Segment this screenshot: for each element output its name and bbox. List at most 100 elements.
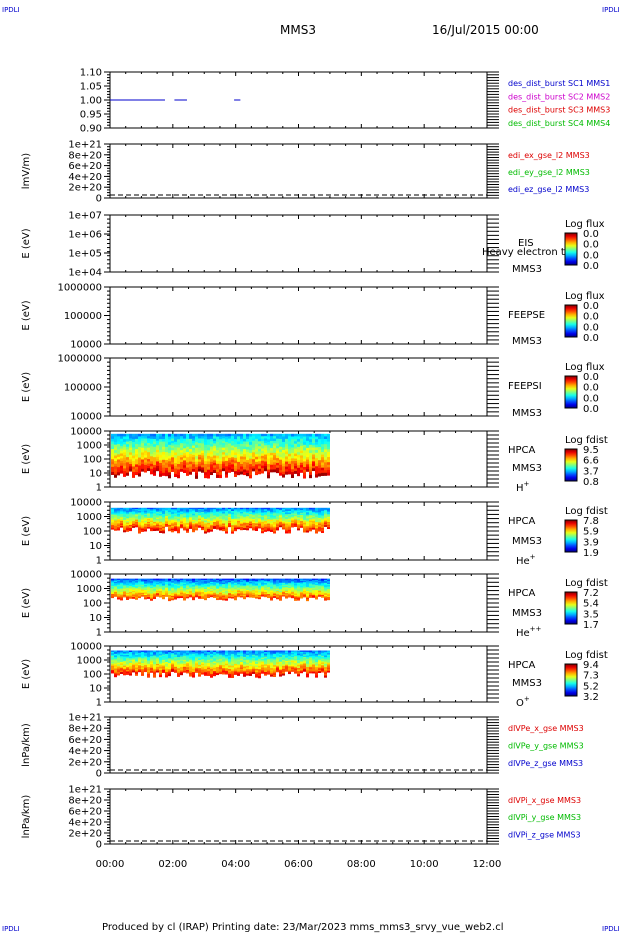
spectrogram-cell bbox=[303, 650, 306, 653]
spectrogram-cell bbox=[246, 665, 249, 668]
spectrogram-cell bbox=[240, 433, 243, 437]
spectrogram-cell bbox=[279, 663, 282, 666]
spectrogram-cell bbox=[321, 578, 324, 581]
spectrogram-cell bbox=[213, 448, 216, 452]
spectrogram-cell bbox=[300, 520, 303, 522]
spectrogram-cell bbox=[231, 514, 234, 517]
spectrogram-cell bbox=[243, 664, 246, 668]
spectrogram-cell bbox=[180, 507, 183, 510]
spectrogram-cell bbox=[318, 594, 321, 596]
spectrogram-cell bbox=[234, 473, 237, 477]
spectrogram-cell bbox=[222, 529, 225, 532]
spectrogram-cell bbox=[180, 464, 183, 468]
spectrogram-cell bbox=[306, 673, 309, 676]
spectrogram-cell bbox=[315, 463, 318, 467]
spectrogram-cell bbox=[222, 509, 225, 512]
spectrogram-cell bbox=[243, 589, 246, 592]
spectrogram-cell bbox=[312, 507, 315, 510]
spectrogram-cell bbox=[159, 433, 162, 437]
spectrogram-cell bbox=[327, 591, 330, 594]
spectrogram-cell bbox=[180, 519, 183, 521]
spectrogram-cell bbox=[273, 526, 276, 529]
spectrogram-cell bbox=[129, 593, 132, 596]
spectrogram-cell bbox=[309, 579, 312, 582]
spectrogram-cell bbox=[159, 510, 162, 513]
spectrogram-cell bbox=[291, 524, 294, 527]
panel-frame bbox=[109, 71, 488, 129]
spectrogram-cell bbox=[207, 652, 210, 655]
spectrogram-cell bbox=[225, 669, 228, 672]
spectrogram-cell bbox=[222, 656, 225, 659]
spectrogram-cell bbox=[279, 585, 282, 588]
spectrogram-cell bbox=[183, 669, 186, 672]
spectrogram-cell bbox=[324, 579, 327, 582]
spectrogram-cell bbox=[243, 669, 246, 672]
spectrogram-cell bbox=[297, 674, 300, 677]
spectrogram-cell bbox=[162, 671, 165, 673]
spectrogram-cell bbox=[321, 593, 324, 596]
spectrogram-cell bbox=[135, 449, 138, 453]
spectrogram-cell bbox=[159, 439, 162, 443]
spectrogram-cell bbox=[153, 652, 156, 655]
spectrogram-cell bbox=[222, 660, 225, 663]
spectrogram-cell bbox=[285, 469, 288, 473]
spectrogram-cell bbox=[201, 671, 204, 674]
spectrogram-cell bbox=[150, 661, 153, 664]
spectrogram-cell bbox=[186, 583, 189, 586]
spectrogram-cell bbox=[129, 440, 132, 444]
spectrogram-cell bbox=[312, 594, 315, 597]
spectrogram-cell bbox=[198, 669, 201, 672]
spectrogram-cell bbox=[312, 459, 315, 462]
spectrogram-cell bbox=[267, 659, 270, 662]
spectrogram-cell bbox=[234, 586, 237, 589]
spectrogram-cell bbox=[267, 450, 270, 454]
spectrogram-cell bbox=[294, 658, 297, 661]
spectrogram-cell bbox=[210, 587, 213, 590]
spectrogram-cell bbox=[156, 584, 159, 586]
spectrogram-cell bbox=[204, 450, 207, 454]
spectrogram-cell bbox=[123, 525, 126, 528]
spectrogram-cell bbox=[300, 591, 303, 594]
spectrogram-cell bbox=[135, 441, 138, 445]
spectrogram-cell bbox=[147, 440, 150, 444]
spectrogram-cell bbox=[177, 515, 180, 518]
spectrogram-cell bbox=[261, 671, 264, 674]
spectrogram-cell bbox=[120, 594, 123, 597]
y-axis-label: E (eV) bbox=[21, 444, 32, 474]
spectrogram-cell bbox=[252, 659, 255, 662]
spectrogram-cell bbox=[255, 668, 258, 671]
spectrogram-cell bbox=[270, 440, 273, 444]
spectrogram-cell bbox=[291, 578, 294, 581]
spectrogram-cell bbox=[303, 442, 306, 446]
spectrogram-cell bbox=[321, 651, 324, 654]
spectrogram-cell bbox=[198, 512, 201, 515]
spectrogram-cell bbox=[285, 596, 288, 599]
spectrogram-cell bbox=[222, 513, 225, 516]
spectrogram-cell bbox=[177, 518, 180, 521]
spectrogram-cell bbox=[279, 597, 282, 600]
spectrogram-cell bbox=[327, 515, 330, 518]
spectrogram-cell bbox=[282, 673, 285, 676]
spectrogram-cell bbox=[309, 522, 312, 525]
spectrogram-cell bbox=[174, 449, 177, 453]
spectrogram-cell bbox=[114, 585, 117, 587]
spectrogram-cell bbox=[285, 464, 288, 468]
spectrogram-cell bbox=[180, 655, 183, 658]
spectrogram-cell bbox=[279, 664, 282, 667]
spectrogram-cell bbox=[141, 655, 144, 658]
spectrogram-cell bbox=[282, 594, 285, 597]
spectrogram-cell bbox=[183, 654, 186, 657]
spectrogram-cell bbox=[231, 669, 234, 672]
spectrogram-cell bbox=[123, 524, 126, 527]
y-axis-label: E (eV) bbox=[21, 588, 32, 618]
panel-frame bbox=[109, 143, 488, 199]
spectrogram-cell bbox=[216, 665, 219, 668]
spectrogram-cell bbox=[141, 673, 144, 676]
spectrogram-cell bbox=[192, 668, 195, 671]
spectrogram-cell bbox=[282, 661, 285, 664]
spectrogram-cell bbox=[114, 517, 117, 520]
spectrogram-cell bbox=[246, 433, 249, 437]
spectrogram-cell bbox=[132, 436, 135, 440]
spectrogram-cell bbox=[243, 511, 246, 514]
spectrogram-cell bbox=[297, 465, 300, 469]
